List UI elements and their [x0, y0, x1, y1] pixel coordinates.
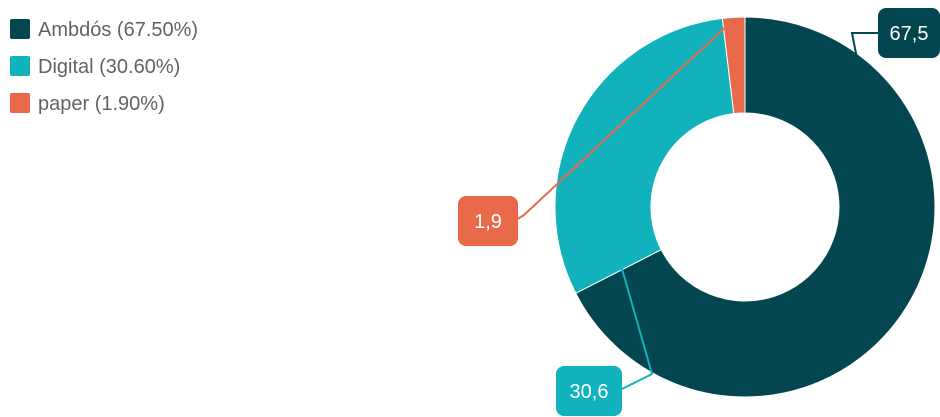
data-label-text-digital: 30,6 — [570, 381, 609, 403]
slice-digital[interactable] — [554, 17, 735, 294]
data-label-ambdos: 67,5 — [850, 8, 940, 306]
leader-line-ambdos — [850, 32, 907, 306]
legend-item-digital[interactable]: Digital (30.60%) — [10, 56, 180, 78]
legend-swatch-ambdos — [10, 19, 30, 39]
legend-swatch-digital — [10, 56, 30, 76]
slice-paper[interactable] — [721, 16, 746, 115]
leader-line-digital — [578, 118, 654, 391]
data-label-callouts: 67,5 30,6 1,9 — [458, 8, 940, 416]
leader-line-paper — [515, 18, 735, 221]
data-label-paper: 1,9 — [458, 18, 735, 246]
data-label-box-digital — [556, 366, 622, 416]
chart-legend: Ambdós (67.50%) Digital (30.60%) paper (… — [10, 19, 198, 115]
legend-label-paper: paper (1.90%) — [38, 93, 165, 115]
data-label-box-paper — [458, 196, 518, 246]
donut-slices — [554, 16, 936, 398]
slice-ambdos[interactable] — [575, 16, 936, 398]
legend-label-ambdos: Ambdós (67.50%) — [38, 19, 198, 41]
legend-item-paper[interactable]: paper (1.90%) — [10, 93, 165, 115]
data-label-digital: 30,6 — [556, 118, 654, 416]
legend-item-ambdos[interactable]: Ambdós (67.50%) — [10, 19, 198, 41]
data-label-text-ambdos: 67,5 — [890, 23, 929, 45]
legend-swatch-paper — [10, 93, 30, 113]
legend-label-digital: Digital (30.60%) — [38, 56, 180, 78]
data-label-box-ambdos — [878, 8, 940, 58]
data-label-text-paper: 1,9 — [474, 211, 502, 233]
